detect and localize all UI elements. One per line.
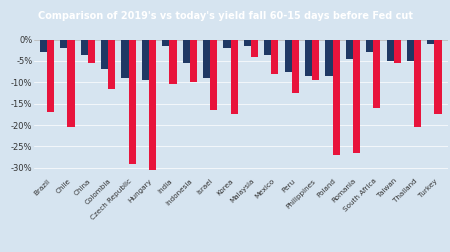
Bar (284, 40, 292, 72)
Bar (374, 40, 380, 108)
Bar (366, 40, 373, 52)
Bar (244, 40, 251, 46)
Bar (353, 40, 360, 153)
Bar (414, 40, 421, 127)
Bar (40, 40, 47, 52)
Bar (190, 40, 197, 82)
Bar (333, 40, 340, 155)
Bar (129, 40, 136, 164)
Bar (122, 40, 129, 78)
Bar (230, 40, 238, 114)
Bar (142, 40, 149, 80)
Bar (312, 40, 319, 80)
Bar (292, 40, 299, 93)
Bar (325, 40, 333, 76)
Bar (81, 40, 88, 54)
Bar (394, 40, 401, 63)
Text: Comparison of 2019's vs today's yield fall 60-15 days before Fed cut: Comparison of 2019's vs today's yield fa… (37, 11, 413, 21)
Bar (88, 40, 95, 63)
Bar (387, 40, 394, 61)
Bar (407, 40, 414, 61)
Bar (68, 40, 75, 127)
Bar (108, 40, 115, 89)
Bar (346, 40, 353, 59)
Bar (428, 40, 435, 44)
Bar (101, 40, 108, 70)
Bar (435, 40, 441, 114)
Bar (162, 40, 169, 46)
Bar (251, 40, 258, 57)
Bar (183, 40, 190, 63)
Bar (271, 40, 279, 74)
Bar (169, 40, 176, 84)
Bar (60, 40, 68, 48)
Bar (223, 40, 230, 48)
Bar (149, 40, 156, 170)
Bar (210, 40, 217, 110)
Bar (305, 40, 312, 76)
Bar (203, 40, 210, 78)
Bar (264, 40, 271, 54)
Bar (47, 40, 54, 112)
